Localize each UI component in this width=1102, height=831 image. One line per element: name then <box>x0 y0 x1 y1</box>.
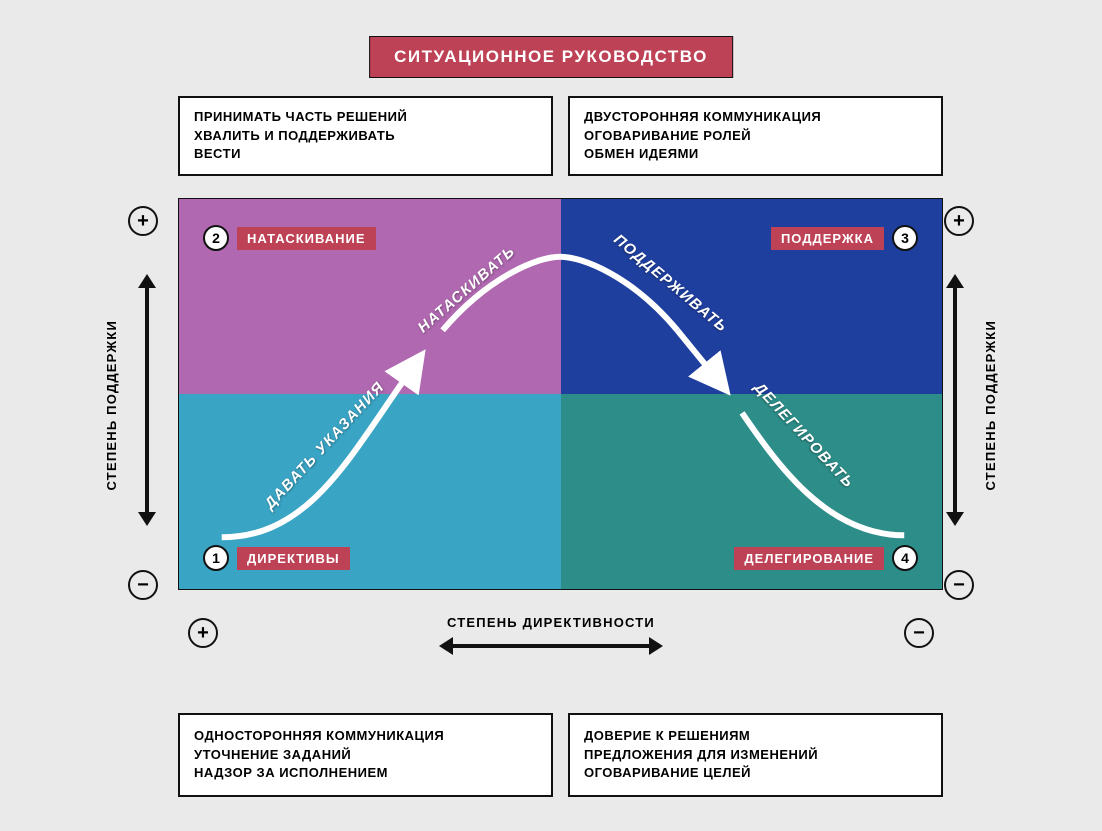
number-badge: 2 <box>203 225 229 251</box>
text-line: ВЕСТИ <box>194 145 537 164</box>
quadrant-tag: ДЕЛЕГИРОВАНИЕ <box>734 547 884 570</box>
top-box-right: ДВУСТОРОННЯЯ КОММУНИКАЦИЯ ОГОВАРИВАНИЕ Р… <box>568 96 943 176</box>
text-line: ОГОВАРИВАНИЕ ЦЕЛЕЙ <box>584 764 927 783</box>
text-line: УТОЧНЕНИЕ ЗАДАНИЙ <box>194 746 537 765</box>
axis-horizontal-label: СТЕПЕНЬ ДИРЕКТИВНОСТИ <box>447 615 655 630</box>
text-line: ДОВЕРИЕ К РЕШЕНИЯМ <box>584 727 927 746</box>
text-line: ПРИНИМАТЬ ЧАСТЬ РЕШЕНИЙ <box>194 108 537 127</box>
plus-icon: + <box>188 618 218 648</box>
text-line: ХВАЛИТЬ И ПОДДЕРЖИВАТЬ <box>194 127 537 146</box>
quadrant-tag: ПОДДЕРЖКА <box>771 227 884 250</box>
number-badge: 4 <box>892 545 918 571</box>
number-badge: 3 <box>892 225 918 251</box>
text-line: ПРЕДЛОЖЕНИЯ ДЛЯ ИЗМЕНЕНИЙ <box>584 746 927 765</box>
minus-icon: − <box>904 618 934 648</box>
plus-icon: + <box>128 206 158 236</box>
quadrant-tag: ДИРЕКТИВЫ <box>237 547 350 570</box>
quadrant-label-bl: 1 ДИРЕКТИВЫ <box>203 545 350 571</box>
double-arrow-horizontal-icon <box>451 644 651 648</box>
bottom-box-right: ДОВЕРИЕ К РЕШЕНИЯМ ПРЕДЛОЖЕНИЯ ДЛЯ ИЗМЕН… <box>568 713 943 797</box>
text-line: ОДНОСТОРОННЯЯ КОММУНИКАЦИЯ <box>194 727 537 746</box>
axis-vertical-label-left: СТЕПЕНЬ ПОДДЕРЖКИ <box>104 320 119 490</box>
axis-vertical-label-right: СТЕПЕНЬ ПОДДЕРЖКИ <box>983 320 998 490</box>
quadrant-label-tr: ПОДДЕРЖКА 3 <box>771 225 918 251</box>
text-line: НАДЗОР ЗА ИСПОЛНЕНИЕМ <box>194 764 537 783</box>
double-arrow-vertical-icon <box>145 286 149 514</box>
text-line: ОБМЕН ИДЕЯМИ <box>584 145 927 164</box>
quadrant-tag: НАТАСКИВАНИЕ <box>237 227 376 250</box>
minus-icon: − <box>128 570 158 600</box>
bottom-box-left: ОДНОСТОРОННЯЯ КОММУНИКАЦИЯ УТОЧНЕНИЕ ЗАД… <box>178 713 553 797</box>
top-box-left: ПРИНИМАТЬ ЧАСТЬ РЕШЕНИЙ ХВАЛИТЬ И ПОДДЕР… <box>178 96 553 176</box>
diagram-stage: СИТУАЦИОННОЕ РУКОВОДСТВО ПРИНИМАТЬ ЧАСТЬ… <box>0 0 1102 831</box>
quadrant-label-tl: 2 НАТАСКИВАНИЕ <box>203 225 376 251</box>
quadrant-grid: ДАВАТЬ УКАЗАНИЯ НАТАСКИВАТЬ ПОДДЕРЖИВАТЬ… <box>178 198 943 590</box>
title-badge: СИТУАЦИОННОЕ РУКОВОДСТВО <box>369 36 733 78</box>
double-arrow-vertical-icon <box>953 286 957 514</box>
minus-icon: − <box>944 570 974 600</box>
quadrant-label-br: ДЕЛЕГИРОВАНИЕ 4 <box>734 545 918 571</box>
plus-icon: + <box>944 206 974 236</box>
text-line: ОГОВАРИВАНИЕ РОЛЕЙ <box>584 127 927 146</box>
number-badge: 1 <box>203 545 229 571</box>
text-line: ДВУСТОРОННЯЯ КОММУНИКАЦИЯ <box>584 108 927 127</box>
